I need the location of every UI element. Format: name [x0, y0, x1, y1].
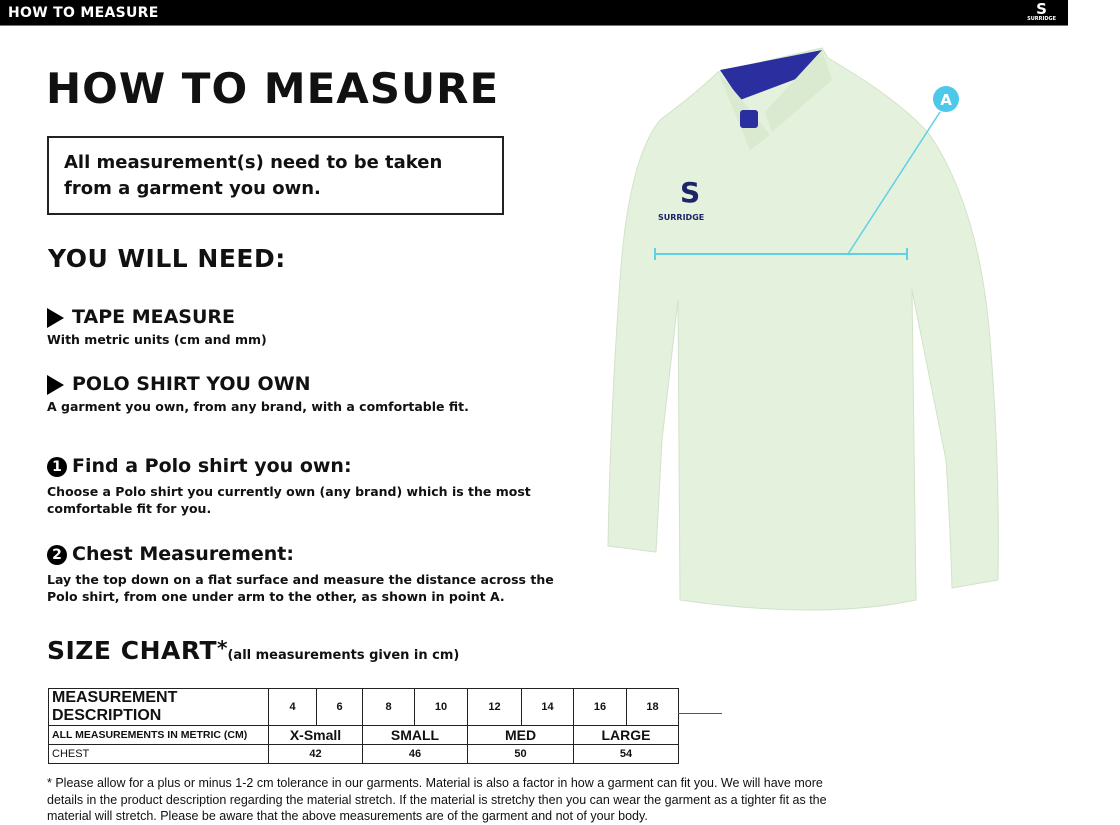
table-row: ALL MEASUREMENTS IN METRIC (CM) X-Small …	[48, 725, 679, 745]
need-item-tape: TAPE MEASURE With metric units (cm and m…	[47, 306, 267, 347]
need-item-polo: POLO SHIRT YOU OWN A garment you own, fr…	[47, 373, 469, 414]
marker-a-icon	[933, 86, 959, 112]
collar-button	[740, 110, 758, 128]
table-row: CHEST 42 46 50 54	[48, 744, 679, 764]
svg-text:SURRIDGE: SURRIDGE	[658, 213, 704, 222]
svg-text:A: A	[940, 91, 952, 109]
collar-inner	[720, 50, 825, 100]
header-bar: HOW TO MEASURE S SURRIDGE	[0, 0, 1068, 26]
triangle-icon	[47, 307, 64, 328]
step-number-icon: 1	[47, 456, 67, 477]
footnote: * Please allow for a plus or minus 1-2 c…	[47, 776, 827, 823]
chest-logo-icon: S	[680, 176, 700, 209]
surridge-logo: S SURRIDGE	[1027, 0, 1056, 22]
polo-shirt-image: S SURRIDGE A	[607, 47, 999, 611]
step-1: 1 Find a Polo shirt you own: Choose a Pol…	[47, 455, 531, 516]
step-number-icon: 2	[47, 544, 67, 565]
size-chart-heading: SIZE CHART*(all measurements given in cm…	[47, 636, 460, 665]
notice-box: All measurement(s) need to be taken from…	[47, 136, 504, 215]
need-heading: YOU WILL NEED:	[48, 244, 286, 273]
triangle-icon	[47, 374, 64, 395]
divider	[678, 713, 722, 714]
step-2: 2 Chest Measurement: Lay the top down on …	[47, 543, 554, 604]
header-title: HOW TO MEASURE	[8, 5, 159, 21]
page-title: HOW TO MEASURE	[46, 64, 500, 113]
